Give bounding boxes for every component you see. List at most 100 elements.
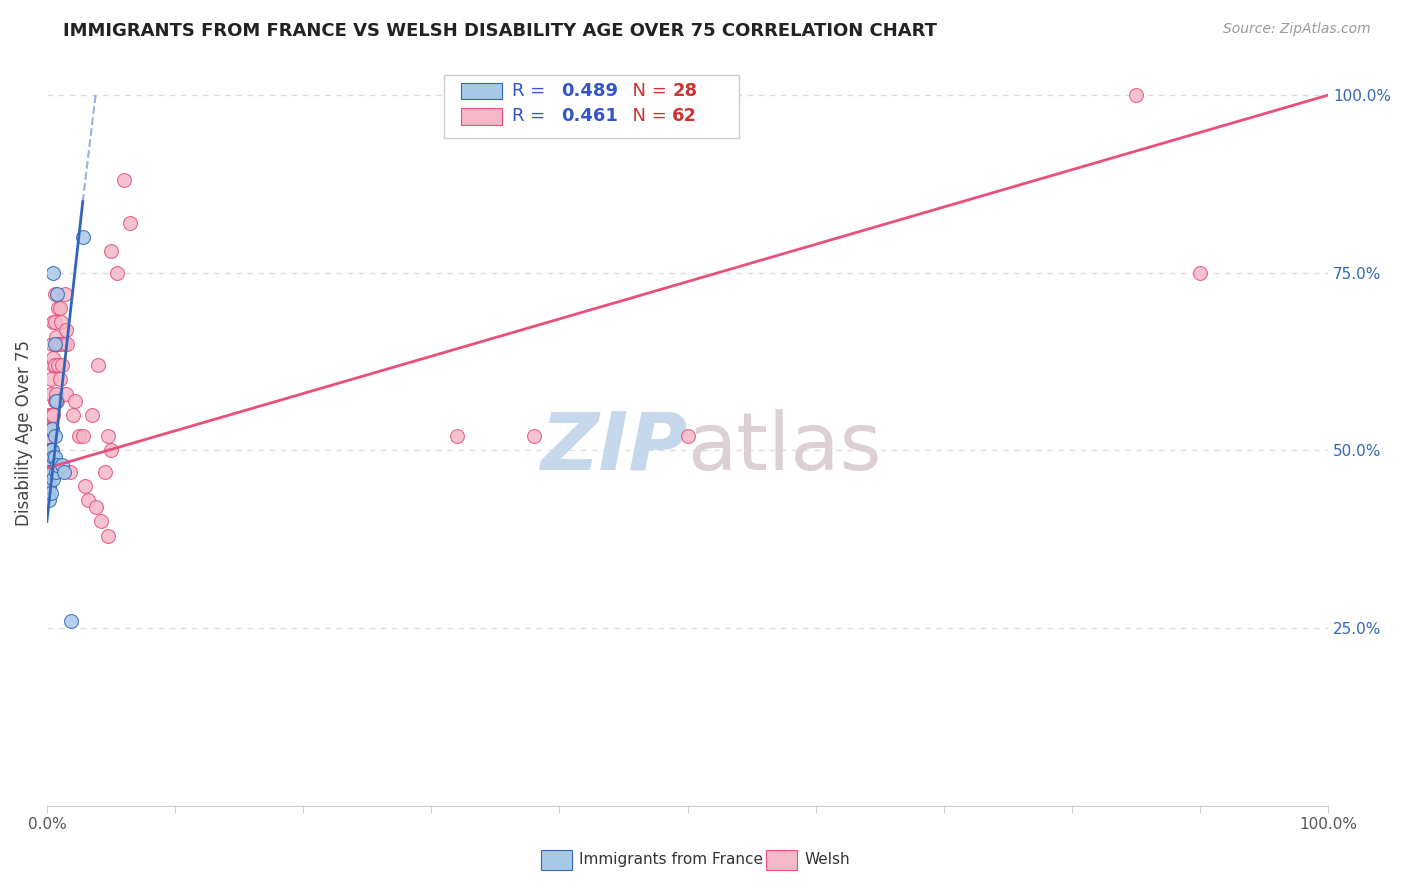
Point [105,266,128,280]
Point [37,458,59,472]
Point [39,486,62,500]
Point [45,465,67,479]
Point [44,287,66,301]
Point [62,408,84,422]
Point [523,429,546,443]
Point [112,173,135,187]
FancyBboxPatch shape [444,75,738,138]
Point [38,422,60,436]
Point [42,316,65,330]
Point [59,465,82,479]
Point [80,408,103,422]
Point [44,429,66,443]
Point [84,500,107,515]
Text: R =: R = [512,107,551,125]
Point [37,436,59,450]
Point [53,287,76,301]
Point [41,422,63,436]
Point [48,301,70,316]
Point [39,386,62,401]
Point [37,458,59,472]
Point [55,386,77,401]
Point [48,336,70,351]
Point [35,461,58,475]
Point [42,351,65,365]
Text: N =: N = [621,107,672,125]
Point [46,458,69,472]
Point [39,372,62,386]
Point [38,479,60,493]
Point [100,443,122,458]
Point [93,465,115,479]
Point [72,230,94,244]
Point [42,472,65,486]
Point [38,443,60,458]
Y-axis label: Disability Age Over 75: Disability Age Over 75 [15,340,32,525]
Point [42,358,65,372]
Point [1188,266,1211,280]
Point [48,358,70,372]
Point [446,429,468,443]
Point [44,316,66,330]
Point [37,479,59,493]
Point [39,443,62,458]
Point [63,393,86,408]
Point [90,515,112,529]
Text: atlas: atlas [688,409,882,486]
Point [46,287,69,301]
Point [44,336,66,351]
Text: 0.461: 0.461 [561,107,617,125]
Text: Welsh: Welsh [804,853,849,867]
Point [48,301,70,316]
Point [38,465,60,479]
Point [42,450,65,465]
Point [41,465,63,479]
Text: ZIP: ZIP [540,409,688,486]
Point [38,472,60,486]
Point [1125,88,1147,103]
Point [55,322,77,336]
Text: Immigrants from France: Immigrants from France [579,853,763,867]
Point [44,358,66,372]
Point [35,429,58,443]
Point [41,408,63,422]
Point [38,493,60,508]
Point [48,372,70,386]
Point [41,443,63,458]
Point [44,393,66,408]
Text: N =: N = [621,82,672,100]
Text: Source: ZipAtlas.com: Source: ZipAtlas.com [1223,22,1371,37]
Bar [461,108,502,125]
Point [41,336,63,351]
Point [42,408,65,422]
Point [75,479,97,493]
Point [51,358,73,372]
Point [38,408,60,422]
Point [42,266,65,280]
Point [45,386,67,401]
Point [87,358,110,372]
Point [35,443,58,458]
Point [45,393,67,408]
Point [45,329,67,343]
Point [77,493,100,508]
Point [100,244,122,259]
Text: 28: 28 [672,82,697,100]
Point [120,216,142,230]
Point [44,450,66,465]
Point [37,486,59,500]
Point [60,614,83,628]
Point [97,528,120,542]
Point [39,443,62,458]
Point [97,429,120,443]
Point [49,316,72,330]
Point [67,429,90,443]
Text: IMMIGRANTS FROM FRANCE VS WELSH DISABILITY AGE OVER 75 CORRELATION CHART: IMMIGRANTS FROM FRANCE VS WELSH DISABILI… [63,22,938,40]
Point [46,393,69,408]
Point [39,443,62,458]
Point [676,429,699,443]
Point [72,429,94,443]
Bar [461,83,502,99]
Point [52,336,75,351]
Point [52,465,75,479]
